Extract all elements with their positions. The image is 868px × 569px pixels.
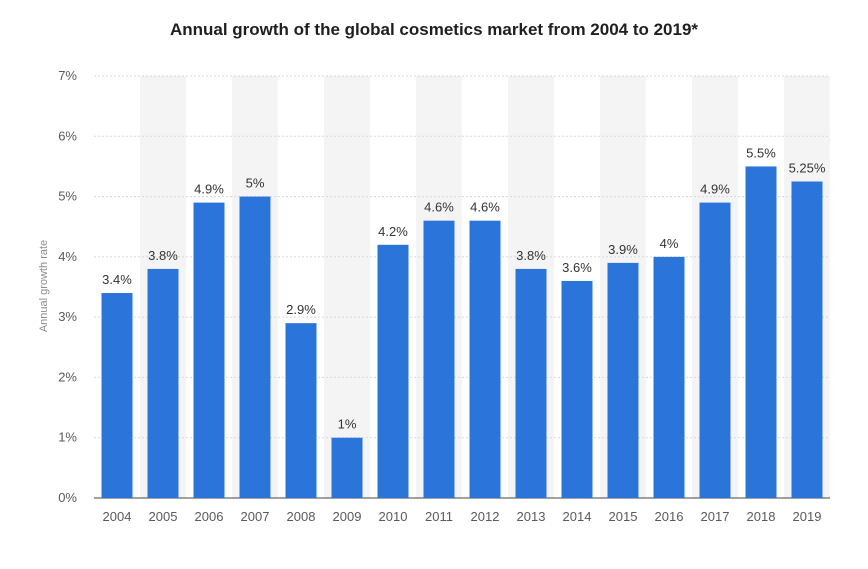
data-label-2007: 5% (246, 176, 265, 191)
data-label-2010: 4.2% (378, 224, 408, 239)
x-tick-label-2019: 2019 (793, 509, 822, 524)
bar-2006 (193, 202, 225, 498)
bar-2005 (147, 268, 179, 498)
data-label-2018: 5.5% (746, 145, 776, 160)
bar-2007 (239, 196, 271, 499)
y-tick-label: 2% (58, 369, 77, 384)
bar-2010 (377, 244, 409, 498)
x-tick-label-2018: 2018 (747, 509, 776, 524)
chart-title: Annual growth of the global cosmetics ma… (169, 20, 699, 39)
data-label-2008: 2.9% (286, 302, 316, 317)
background-band (324, 76, 370, 498)
y-tick-label: 6% (58, 128, 77, 143)
bar-2016 (653, 256, 685, 498)
bar-2011 (423, 220, 455, 498)
data-label-2005: 3.8% (148, 248, 178, 263)
bar-2019 (791, 181, 823, 498)
x-tick-label-2005: 2005 (149, 509, 178, 524)
data-label-2006: 4.9% (194, 182, 224, 197)
x-tick-label-2013: 2013 (517, 509, 546, 524)
x-tick-label-2011: 2011 (425, 509, 453, 524)
bar-2014 (561, 280, 593, 498)
bar-2017 (699, 202, 731, 498)
x-tick-label-2014: 2014 (563, 509, 592, 524)
bar-2013 (515, 268, 547, 498)
bar-2015 (607, 262, 639, 498)
data-label-2015: 3.9% (608, 242, 638, 257)
x-tick-label-2012: 2012 (471, 509, 500, 524)
data-label-2004: 3.4% (102, 272, 132, 287)
data-label-2011: 4.6% (424, 200, 454, 215)
x-tick-label-2015: 2015 (609, 509, 638, 524)
bar-2008 (285, 323, 317, 498)
y-tick-label: 0% (58, 490, 77, 505)
x-tick-label-2017: 2017 (701, 509, 730, 524)
data-label-2014: 3.6% (562, 260, 592, 275)
data-label-2016: 4% (660, 236, 679, 251)
y-tick-label: 3% (58, 309, 77, 324)
x-tick-label-2006: 2006 (195, 509, 224, 524)
bar-2009 (331, 437, 363, 498)
x-tick-label-2016: 2016 (655, 509, 684, 524)
x-tick-label-2004: 2004 (103, 509, 132, 524)
y-tick-label: 1% (58, 430, 77, 445)
bar-2018 (745, 166, 777, 498)
data-label-2019: 5.25% (789, 161, 826, 176)
data-label-2009: 1% (338, 417, 357, 432)
x-tick-label-2008: 2008 (287, 509, 316, 524)
bar-2012 (469, 220, 501, 498)
y-tick-label: 7% (58, 68, 77, 83)
y-tick-label: 5% (58, 189, 77, 204)
data-label-2013: 3.8% (516, 248, 546, 263)
x-tick-label-2009: 2009 (333, 509, 362, 524)
bar-2004 (101, 293, 133, 498)
y-tick-label: 4% (58, 249, 77, 264)
data-label-2017: 4.9% (700, 182, 730, 197)
x-tick-label-2007: 2007 (241, 509, 270, 524)
x-tick-label-2010: 2010 (379, 509, 408, 524)
data-label-2012: 4.6% (470, 200, 500, 215)
